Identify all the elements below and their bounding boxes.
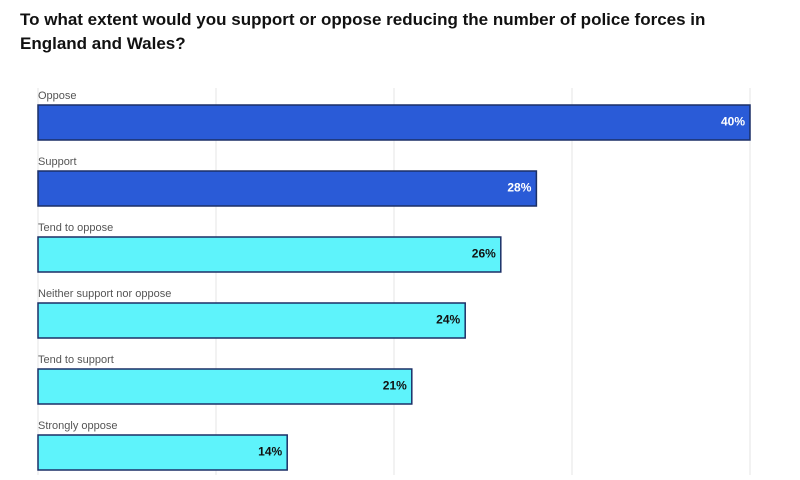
category-label: Neither support nor oppose (38, 288, 171, 300)
category-label: Oppose (38, 90, 77, 102)
value-label: 40% (721, 115, 745, 129)
chart-title: To what extent would you support or oppo… (20, 10, 706, 53)
value-label: 21% (383, 379, 407, 393)
bar (37, 302, 466, 339)
bar (37, 170, 538, 207)
value-label: 24% (436, 313, 460, 327)
value-label: 28% (507, 181, 531, 195)
category-label: Support (38, 156, 77, 168)
bar (37, 434, 288, 471)
category-label: Strongly oppose (38, 420, 118, 432)
value-label: 26% (472, 247, 496, 261)
value-label: 14% (258, 445, 282, 459)
category-label: Tend to support (38, 354, 114, 366)
bar (37, 104, 751, 141)
bar (37, 236, 502, 273)
bar (37, 368, 413, 405)
category-label: Tend to oppose (38, 222, 113, 234)
